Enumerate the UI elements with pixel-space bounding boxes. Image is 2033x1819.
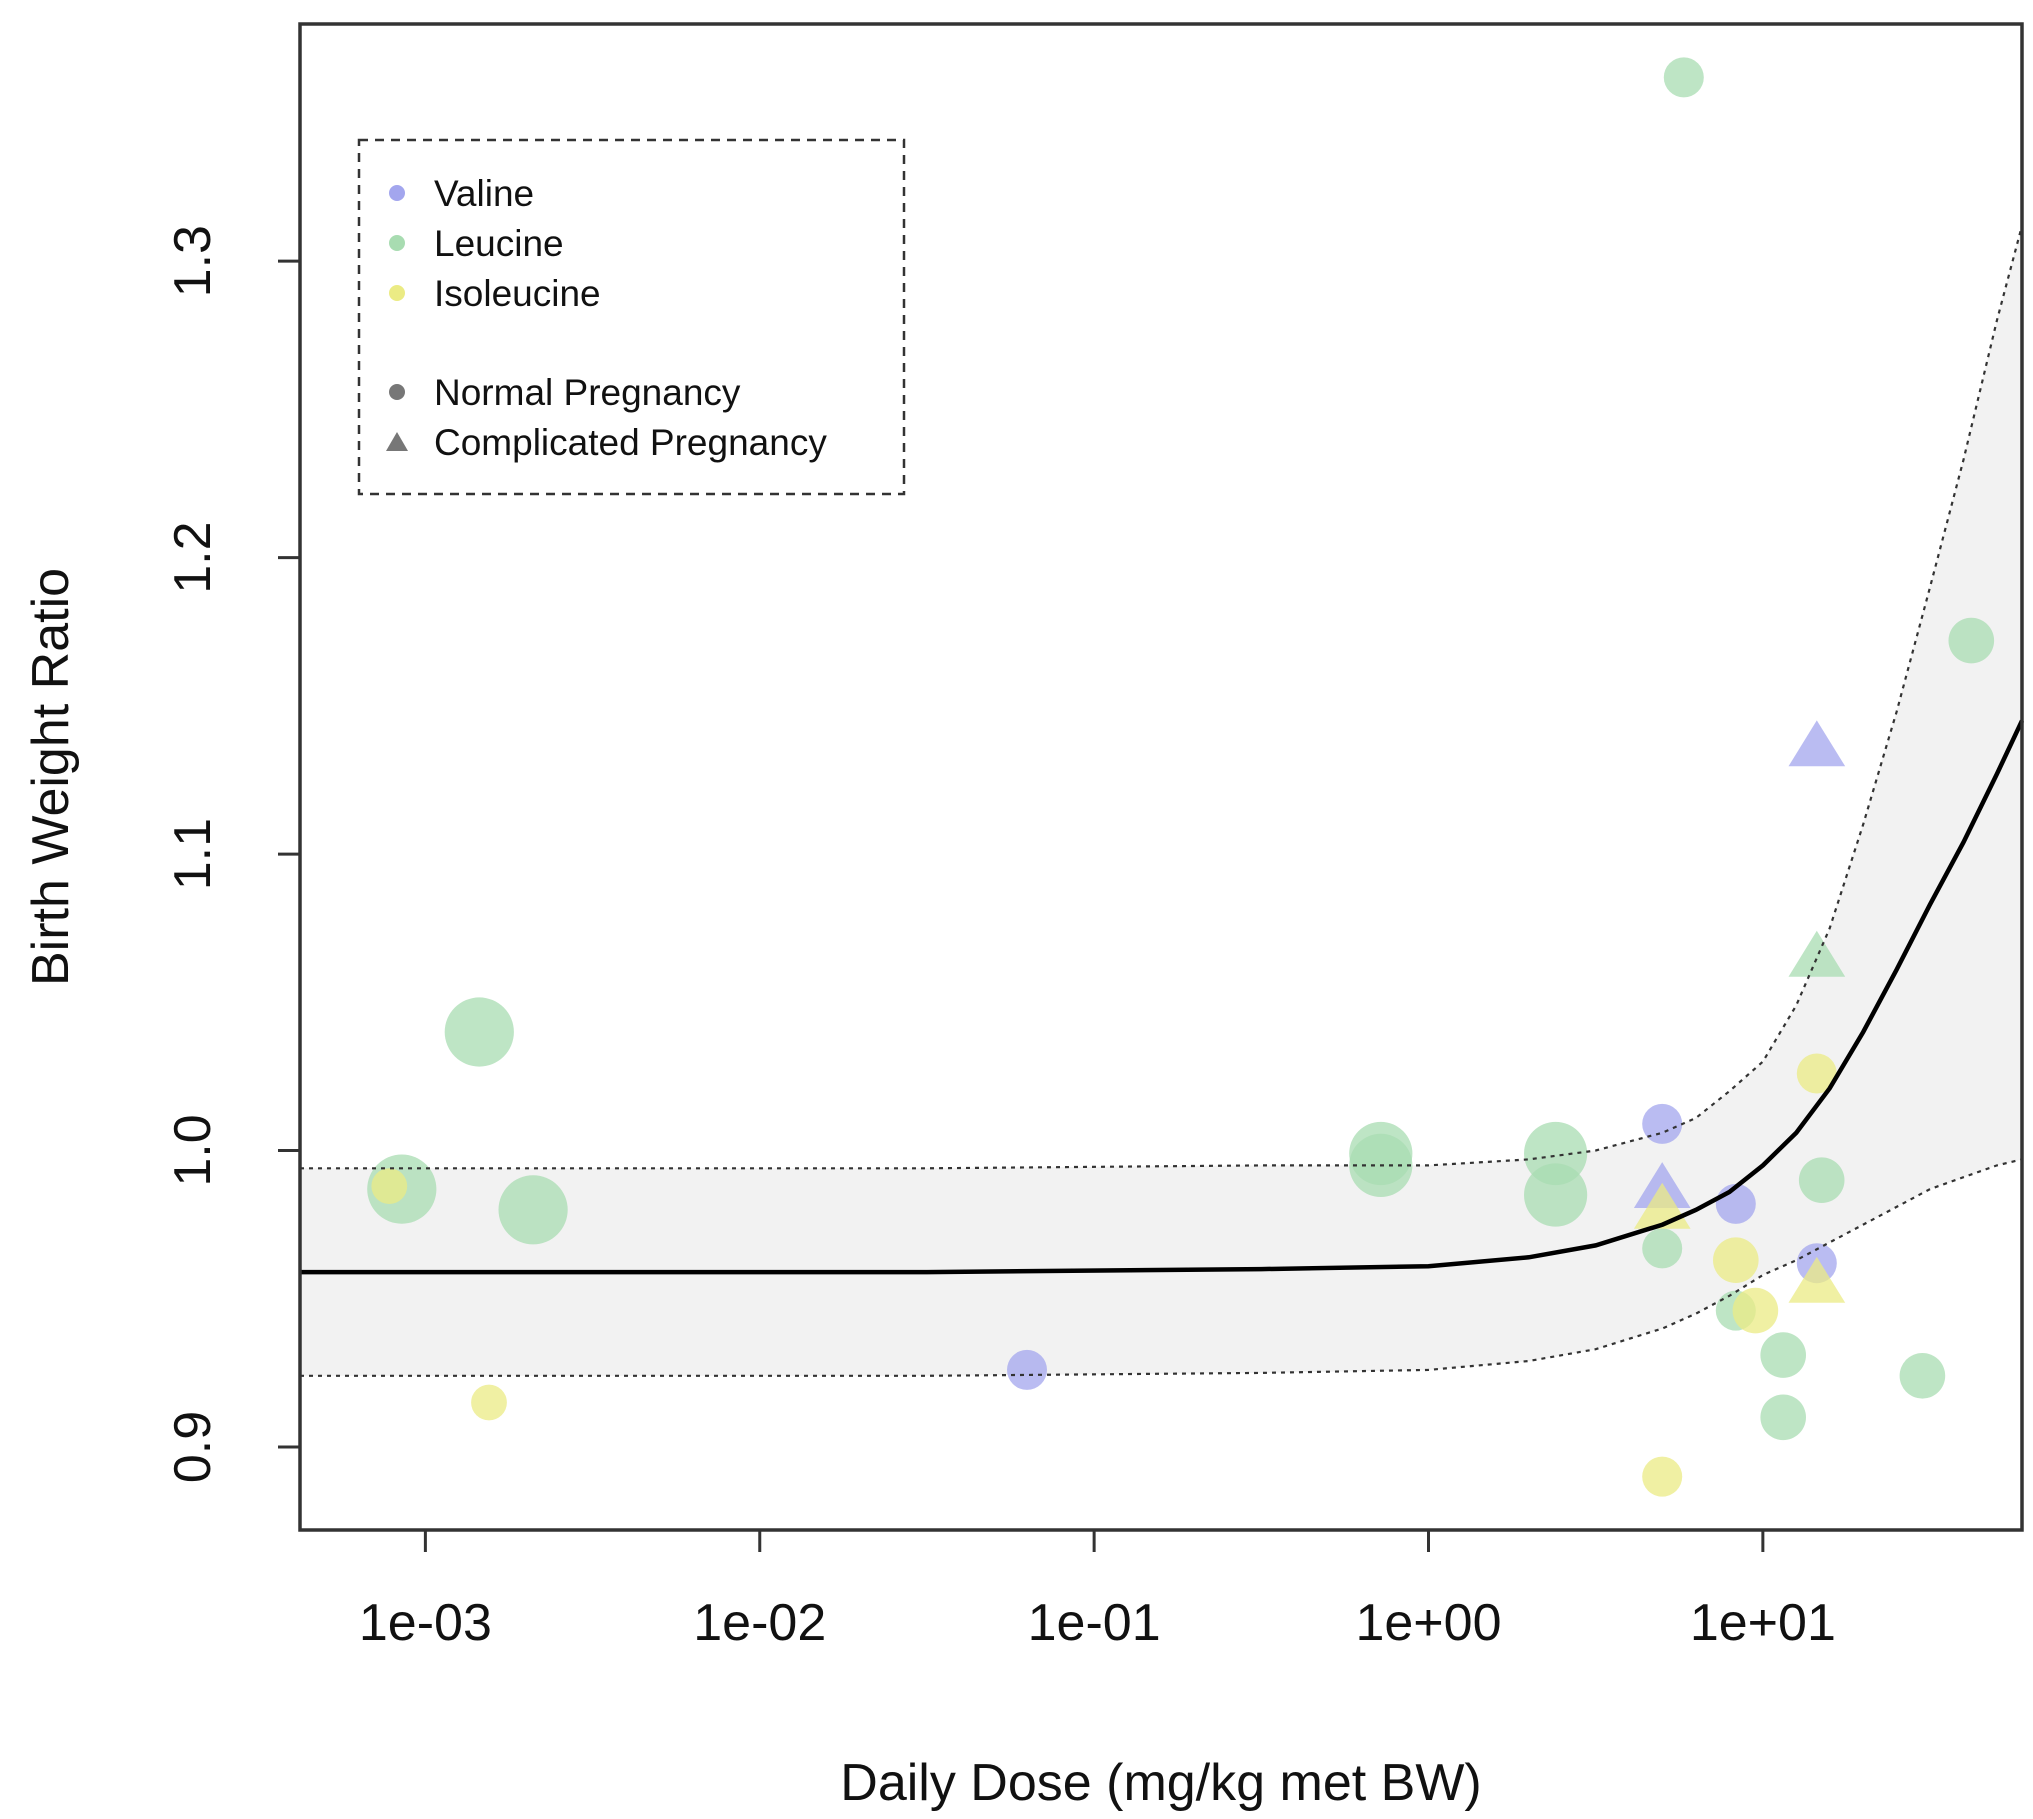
leucine-point-6	[1524, 1163, 1588, 1227]
x-tick-label-2: 1e-01	[1028, 1594, 1161, 1652]
legend-marker-isoleucine	[389, 285, 405, 301]
legend-label-valine: Valine	[434, 173, 534, 214]
isoleucine-point-1	[471, 1384, 507, 1421]
confidence-band-layer	[300, 225, 2022, 1376]
isoleucine-point-2	[1642, 1456, 1683, 1497]
legend-label-isoleucine: Isoleucine	[434, 273, 601, 314]
x-tick-label-3: 1e+00	[1355, 1594, 1501, 1652]
leucine-point-13	[1899, 1353, 1946, 1399]
y-tick-label-1: 1.0	[164, 1114, 222, 1186]
plot-frame	[298, 22, 2024, 1532]
valine-point-1	[1642, 1103, 1683, 1144]
legend-marker-normal-pregnancy	[389, 384, 405, 400]
legend-box	[357, 138, 906, 496]
legend-label-leucine: Leucine	[434, 223, 564, 264]
x-axis-title: Daily Dose (mg/kg met BW)	[840, 1754, 1481, 1812]
legend-label-complicated-pregnancy: Complicated Pregnancy	[434, 422, 827, 463]
valine-point-0	[1007, 1349, 1047, 1390]
leucine-point-12	[1798, 1157, 1845, 1203]
isoleucine-point-3	[1713, 1237, 1759, 1283]
leucine-point-11	[1760, 1394, 1806, 1441]
y-tick-label-3: 1.2	[164, 521, 222, 593]
isoleucine-point-4	[1732, 1287, 1779, 1334]
legend-label-normal-pregnancy: Normal Pregnancy	[434, 372, 741, 413]
leucine-point-8	[1642, 1228, 1683, 1269]
x-tick-label-0: 1e-03	[359, 1594, 492, 1652]
leucine-point-10	[1760, 1332, 1806, 1378]
x-tick-label-4: 1e+01	[1690, 1594, 1836, 1652]
isoleucine-point-5	[1796, 1053, 1837, 1094]
leucine-point-1	[444, 997, 514, 1067]
isoleucine-point-triangle-6	[1788, 1256, 1846, 1303]
confidence-band	[300, 225, 2022, 1376]
y-tick-label-4: 1.3	[164, 225, 222, 297]
y-axis-title: Birth Weight Ratio	[22, 568, 80, 986]
legend-marker-valine	[389, 185, 405, 201]
leucine-point-14	[1948, 617, 1995, 664]
valine-point-2	[1715, 1183, 1756, 1224]
leucine-point-2	[498, 1175, 568, 1245]
leucine-point-triangle-15	[1788, 930, 1846, 977]
isoleucine-point-0	[371, 1168, 408, 1204]
y-axis: 0.9 1.0 1.1 1.2 1.3	[164, 225, 300, 1483]
y-tick-label-0: 0.9	[164, 1411, 222, 1483]
x-axis: 1e-03 1e-02 1e-01 1e+00 1e+01	[359, 1530, 1836, 1652]
y-tick-label-2: 1.1	[164, 818, 222, 890]
legend-marker-complicated-pregnancy	[386, 432, 408, 451]
legend: Valine Leucine Isoleucine Normal Pregnan…	[357, 138, 906, 496]
legend-marker-leucine	[389, 235, 405, 251]
fit-curve-layer	[300, 225, 2025, 1377]
leucine-point-7	[1663, 57, 1704, 98]
lower-bound-line	[300, 1158, 2023, 1377]
fit-curve-line	[300, 719, 2025, 1275]
valine-point-triangle-4	[1788, 720, 1846, 767]
x-tick-label-1: 1e-02	[693, 1594, 826, 1652]
